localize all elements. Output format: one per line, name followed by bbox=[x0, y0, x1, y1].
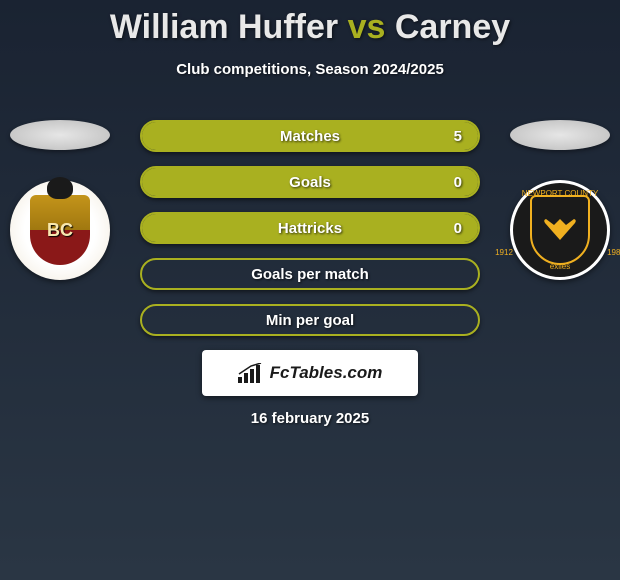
stat-value: 0 bbox=[454, 220, 462, 237]
stat-value: 5 bbox=[454, 128, 462, 145]
player2-silhouette bbox=[510, 120, 610, 150]
wings-icon bbox=[540, 215, 580, 245]
player1-silhouette bbox=[10, 120, 110, 150]
player1-name: William Huffer bbox=[110, 8, 338, 46]
stats-container: Matches 5 Goals 0 Hattricks 0 Goals per … bbox=[140, 120, 480, 350]
crest-year-right: 1989 bbox=[591, 248, 620, 257]
stat-label: Matches bbox=[280, 128, 340, 145]
comparison-title: William Huffer vs Carney bbox=[0, 0, 620, 47]
crest-shield-right bbox=[530, 195, 590, 265]
stat-label: Hattricks bbox=[278, 220, 342, 237]
stat-row-goals: Goals 0 bbox=[140, 166, 480, 198]
brand-box[interactable]: FcTables.com bbox=[202, 350, 418, 396]
brand-text: FcTables.com bbox=[270, 363, 383, 383]
stat-row-matches: Matches 5 bbox=[140, 120, 480, 152]
season-subtitle: Club competitions, Season 2024/2025 bbox=[0, 61, 620, 78]
stat-label: Goals bbox=[289, 174, 331, 191]
stat-value: 0 bbox=[454, 174, 462, 191]
stat-label: Min per goal bbox=[266, 312, 354, 329]
crest-shield-left: BC bbox=[30, 195, 90, 265]
player2-club-crest: NEWPORT COUNTY AFC 1912 1989 exiles bbox=[510, 180, 610, 280]
player2-name: Carney bbox=[395, 8, 510, 46]
player2-column: NEWPORT COUNTY AFC 1912 1989 exiles bbox=[500, 120, 620, 280]
vs-text: vs bbox=[348, 8, 386, 46]
stat-row-min-per-goal: Min per goal bbox=[140, 304, 480, 336]
player1-column: BC bbox=[0, 120, 120, 280]
comparison-date: 16 february 2025 bbox=[0, 410, 620, 427]
stat-label: Goals per match bbox=[251, 266, 369, 283]
chart-icon bbox=[238, 363, 264, 383]
crest-year-left: 1912 bbox=[479, 248, 529, 257]
stat-row-hattricks: Hattricks 0 bbox=[140, 212, 480, 244]
stat-row-goals-per-match: Goals per match bbox=[140, 258, 480, 290]
crest-initials: BC bbox=[47, 220, 73, 241]
player1-club-crest: BC bbox=[10, 180, 110, 280]
